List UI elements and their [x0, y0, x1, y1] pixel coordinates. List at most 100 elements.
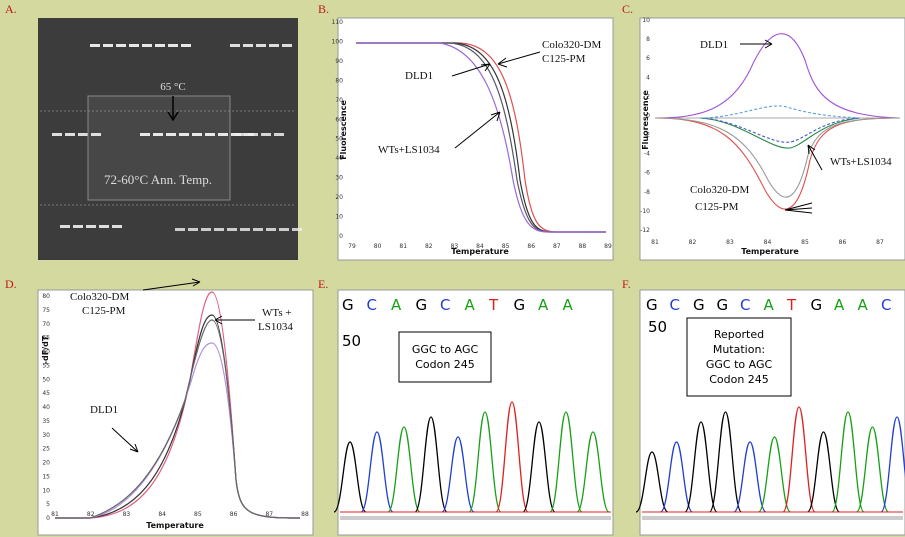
y-tick-label: 30 — [42, 432, 50, 439]
x-axis-label: Temperature — [451, 247, 509, 256]
gel-band — [201, 228, 211, 231]
sequence-position: 50 — [648, 318, 667, 336]
gel-band — [253, 228, 263, 231]
x-tick-label: 83 — [726, 239, 734, 246]
y-tick-label: 20 — [335, 194, 343, 201]
y-tick-label: 6 — [646, 55, 650, 62]
annotation: 65 °C — [160, 81, 186, 93]
gel-band — [274, 133, 284, 136]
x-tick-label: 86 — [839, 239, 847, 246]
base-call: A — [391, 296, 402, 314]
gel-band — [230, 44, 240, 47]
gel-band — [78, 133, 88, 136]
annotation: WTs + — [262, 307, 292, 319]
x-tick-label: 82 — [87, 511, 95, 518]
gel-band — [52, 133, 62, 136]
gel-band — [116, 44, 126, 47]
gel-band — [60, 225, 70, 228]
annotation: C125-PM — [542, 53, 586, 65]
trace-bar — [642, 516, 903, 520]
base-call: A — [465, 296, 476, 314]
base-call: C — [740, 296, 750, 314]
y-tick-label: 70 — [42, 321, 50, 328]
y-tick-label: 50 — [42, 376, 50, 383]
x-tick-label: 88 — [579, 243, 587, 250]
gel-band — [65, 133, 75, 136]
box-text: GGC to AGC — [706, 358, 773, 371]
box-text: Codon 245 — [709, 373, 769, 386]
panel-label: E. — [318, 277, 328, 291]
y-tick-label: -4 — [644, 151, 650, 158]
y-tick-label: 75 — [42, 307, 50, 314]
base-call: A — [858, 296, 869, 314]
x-tick-label: 81 — [51, 511, 59, 518]
y-tick-label: 110 — [332, 19, 344, 26]
base-call: G — [646, 296, 658, 314]
annotation: 72-60°C Ann. Temp. — [104, 172, 212, 187]
y-tick-label: 15 — [42, 473, 50, 480]
gel-band — [86, 225, 96, 228]
x-tick-label: 82 — [689, 239, 697, 246]
gel-band — [266, 228, 276, 231]
x-tick-label: 86 — [527, 243, 535, 250]
y-tick-label: 80 — [335, 77, 343, 84]
gel-band — [73, 225, 83, 228]
gel-band — [261, 133, 271, 136]
y-tick-label: 8 — [646, 36, 650, 43]
y-tick-label: 25 — [42, 446, 50, 453]
gel-band — [227, 228, 237, 231]
base-call: A — [563, 296, 574, 314]
base-call: G — [717, 296, 729, 314]
annotation: Colo320-DM — [70, 291, 130, 303]
y-tick-label: 100 — [332, 38, 344, 45]
y-tick-label: 35 — [42, 418, 50, 425]
base-call: T — [488, 296, 499, 314]
annotation: Colo320-DM — [690, 184, 750, 196]
y-tick-label: 90 — [335, 58, 343, 65]
x-tick-label: 81 — [651, 239, 659, 246]
box-text: Reported — [714, 328, 764, 341]
y-tick-label: 20 — [42, 460, 50, 467]
base-call: G — [811, 296, 823, 314]
annotation: Colo320-DM — [542, 39, 602, 51]
base-call: A — [538, 296, 549, 314]
figure: A.B.C.D.E.F.65 °C72-60°C Ann. Temp.11010… — [0, 0, 905, 537]
y-axis-label: Fluorescence — [641, 90, 650, 150]
panel-e-frame — [338, 290, 613, 535]
sequence-position: 50 — [342, 332, 361, 350]
base-call: C — [881, 296, 891, 314]
annotation: WTs+LS1034 — [378, 144, 440, 156]
panel-label: D. — [5, 277, 17, 291]
x-tick-label: 81 — [399, 243, 407, 250]
box-text: Mutation: — [713, 343, 765, 356]
y-axis-label: -dF/dT — [41, 335, 50, 364]
y-axis-label: Fluorescence — [339, 100, 348, 160]
y-tick-label: -6 — [644, 170, 650, 177]
base-call: G — [693, 296, 705, 314]
gel-band — [282, 44, 292, 47]
box-text: Codon 245 — [415, 358, 475, 371]
x-tick-label: 79 — [348, 243, 356, 250]
gel-band — [103, 44, 113, 47]
y-tick-label: 45 — [42, 390, 50, 397]
y-tick-label: 0 — [339, 233, 343, 240]
box-text: GGC to AGC — [412, 343, 479, 356]
panel-label: C. — [622, 2, 633, 16]
gel-band — [175, 228, 185, 231]
x-tick-label: 88 — [301, 511, 309, 518]
gel-band — [240, 228, 250, 231]
gel-band — [181, 44, 191, 47]
panel-label: F. — [622, 277, 631, 291]
x-tick-label: 86 — [230, 511, 238, 518]
base-call: G — [514, 296, 526, 314]
gel-band — [142, 44, 152, 47]
gel-band — [256, 44, 266, 47]
y-tick-label: 0 — [46, 515, 50, 522]
annotation: DLD1 — [700, 39, 728, 51]
base-call: T — [786, 296, 797, 314]
trace-bar — [340, 516, 611, 520]
y-tick-label: -8 — [644, 189, 650, 196]
gel-band — [243, 44, 253, 47]
gel-band — [168, 44, 178, 47]
gel-band — [269, 44, 279, 47]
